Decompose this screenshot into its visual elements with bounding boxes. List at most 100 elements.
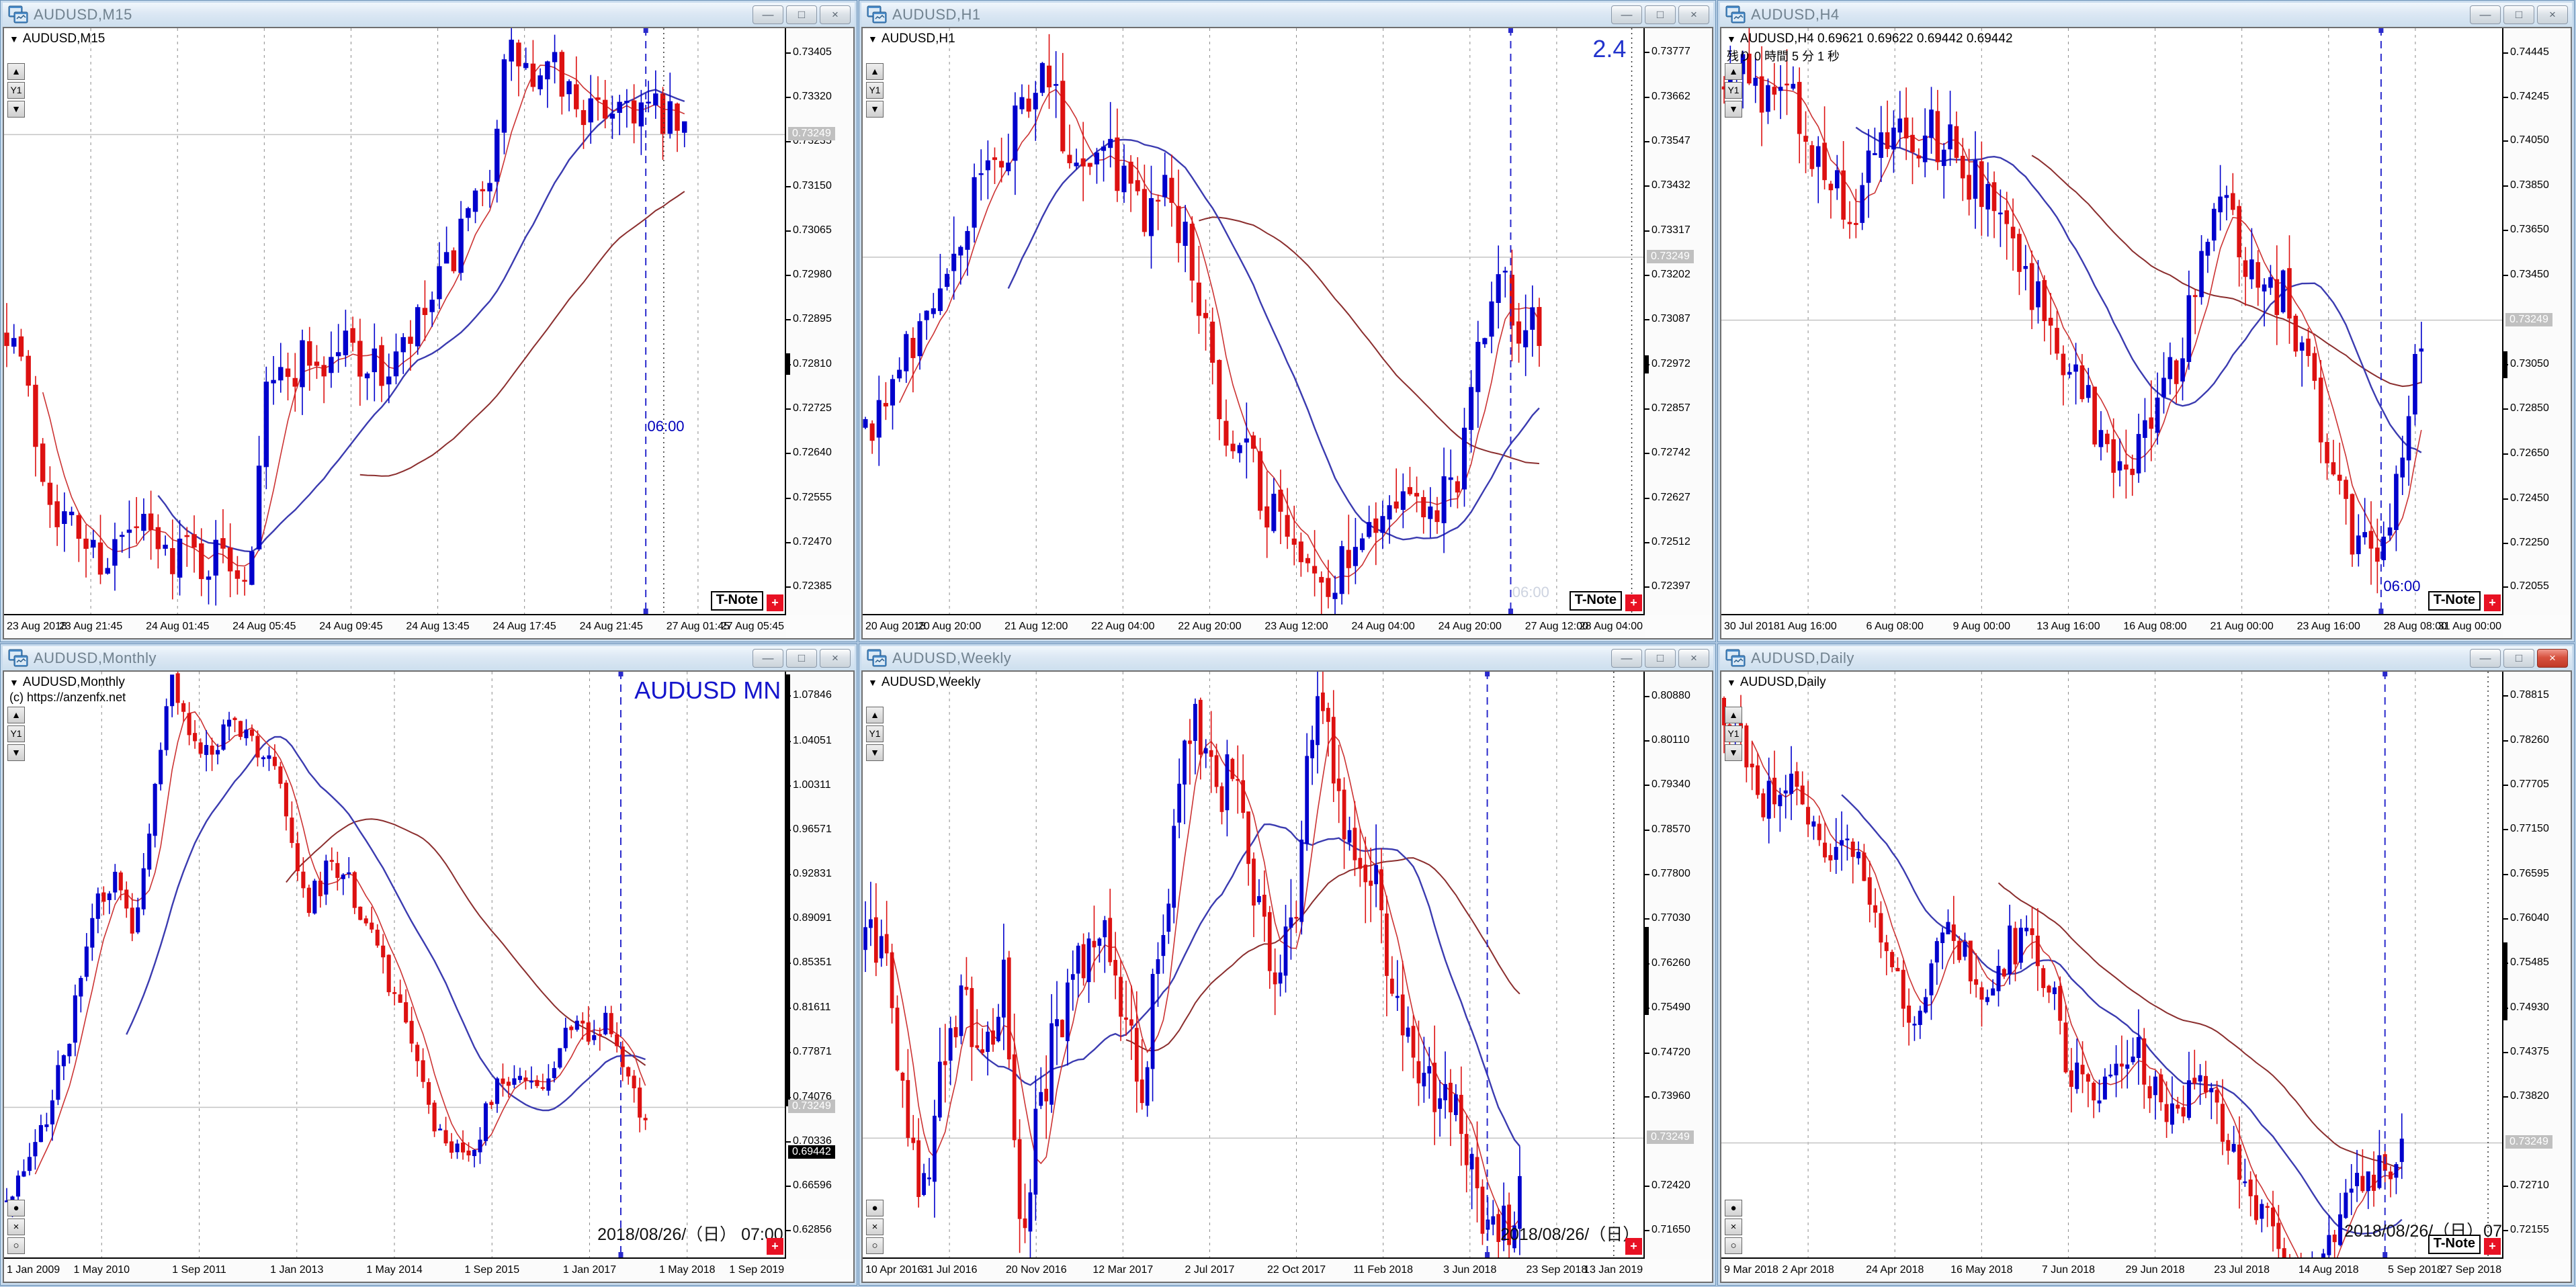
scale-button-0[interactable]: ▲ (7, 707, 25, 723)
scale-button-1[interactable]: Y1 (1725, 82, 1742, 99)
draw-button-0[interactable]: ● (7, 1200, 25, 1216)
price-axis[interactable]: 1.07846 1.04051 1.00311 0.96571 0.92831 0.890… (786, 672, 853, 1259)
chevron-down-icon[interactable]: ▼ (1727, 34, 1736, 44)
add-note-button[interactable]: + (1625, 594, 1642, 611)
price-axis-label: 0.73960 (1651, 1090, 1690, 1102)
scale-button-0[interactable]: ▲ (866, 707, 884, 723)
draw-button-2[interactable]: ○ (7, 1237, 25, 1254)
restore-button[interactable]: □ (1645, 5, 1676, 24)
chevron-down-icon[interactable]: ▼ (868, 677, 877, 688)
add-note-button[interactable]: + (1625, 1238, 1642, 1255)
minimize-button[interactable]: — (1611, 5, 1642, 24)
symbol-label[interactable]: ▼ AUDUSD,H1 (868, 32, 955, 46)
draw-button-1[interactable]: × (1725, 1218, 1742, 1235)
scale-button-1[interactable]: Y1 (866, 82, 884, 99)
price-axis[interactable]: 0.80880 0.80110 0.79340 0.78570 0.77800 0.770… (1645, 672, 1712, 1259)
window-titlebar[interactable]: AUDUSD,Daily — □ × (1720, 646, 2572, 670)
draw-button-1[interactable]: × (7, 1218, 25, 1235)
minimize-button[interactable]: — (753, 649, 783, 668)
draw-button-1[interactable]: × (866, 1218, 884, 1235)
chart-plot[interactable]: ▼ AUDUSD,Weekly ▲ Y1 ▼ ● × ○ +2018/08/26/（日） (863, 672, 1645, 1259)
scale-button-2[interactable]: ▼ (866, 101, 884, 118)
add-note-button[interactable]: + (767, 1238, 783, 1255)
time-axis[interactable]: 9 Mar 2018 2 Apr 2018 24 Apr 2018 16 May 20… (1721, 1260, 2503, 1282)
close-button[interactable]: × (820, 5, 851, 24)
chevron-down-icon[interactable]: ▼ (9, 677, 19, 688)
chart-plot[interactable]: ▼ AUDUSD,H1 ▲ Y1 ▼ T-Note +2.4 06:00 (863, 28, 1645, 615)
scale-button-1[interactable]: Y1 (7, 82, 25, 99)
scale-button-1[interactable]: Y1 (1725, 725, 1742, 742)
chevron-down-icon[interactable]: ▼ (868, 34, 877, 44)
t-note-object[interactable]: T-Note (2428, 591, 2481, 611)
chart-annotation: 2018/08/26/（日） (1500, 1225, 1640, 1244)
close-button[interactable]: × (1678, 5, 1709, 24)
scale-button-1[interactable]: Y1 (866, 725, 884, 742)
price-axis[interactable]: 0.73777 0.73662 0.73547 0.73432 0.73317 0.732… (1645, 28, 1712, 615)
price-axis[interactable]: 0.74445 0.74245 0.74050 0.73850 0.73650 0.734… (2503, 28, 2571, 615)
scale-button-2[interactable]: ▼ (1725, 744, 1742, 761)
time-axis[interactable]: 10 Apr 2016 31 Jul 2016 20 Nov 2016 12 Mar … (863, 1260, 1645, 1282)
window-titlebar[interactable]: AUDUSD,H4 — □ × (1720, 3, 2572, 27)
scale-button-0[interactable]: ▲ (7, 63, 25, 80)
restore-button[interactable]: □ (2503, 649, 2534, 668)
time-axis[interactable]: 20 Aug 2018 20 Aug 20:00 21 Aug 12:00 22 Au… (863, 617, 1645, 638)
chevron-down-icon[interactable]: ▼ (9, 34, 19, 44)
chart-plot[interactable]: ▼ AUDUSD,H4 0.69621 0.69622 0.69442 0.694… (1721, 28, 2503, 615)
scale-button-2[interactable]: ▼ (1725, 101, 1742, 118)
time-axis[interactable]: 23 Aug 2018 23 Aug 21:45 24 Aug 01:45 24 Au… (4, 617, 786, 638)
window-titlebar[interactable]: AUDUSD,Monthly — □ × (3, 646, 855, 670)
add-note-button[interactable]: + (767, 594, 783, 611)
minimize-button[interactable]: — (2470, 5, 2501, 24)
price-axis[interactable]: 0.73405 0.73320 0.73235 0.73150 0.73065 0.729… (786, 28, 853, 615)
close-button[interactable]: × (2537, 5, 2568, 24)
restore-button[interactable]: □ (786, 5, 817, 24)
window-titlebar[interactable]: AUDUSD,Weekly — □ × (861, 646, 1713, 670)
price-axis-label: 0.72055 (2510, 580, 2549, 592)
symbol-label[interactable]: ▼ AUDUSD,Weekly (868, 675, 980, 690)
restore-button[interactable]: □ (2503, 5, 2534, 24)
price-axis-label: 0.72155 (2510, 1224, 2549, 1236)
chart-plot[interactable]: ▼ AUDUSD,M15 ▲ Y1 ▼ T-Note +06:00 (4, 28, 786, 615)
symbol-label[interactable]: ▼ AUDUSD,H4 0.69621 0.69622 0.69442 0.694… (1727, 32, 2013, 46)
close-button[interactable]: × (1678, 649, 1709, 668)
symbol-label[interactable]: ▼ AUDUSD,Daily (1727, 675, 1826, 690)
chart-plot[interactable]: ▼ AUDUSD,Monthly (c) https://anzenfx.net … (4, 672, 786, 1259)
price-axis[interactable]: 0.78815 0.78260 0.77705 0.77150 0.76595 0.760… (2503, 672, 2571, 1259)
draw-button-0[interactable]: ● (866, 1200, 884, 1216)
window-titlebar[interactable]: AUDUSD,M15 — □ × (3, 3, 855, 27)
minimize-button[interactable]: — (753, 5, 783, 24)
add-note-button[interactable]: + (2484, 1238, 2501, 1255)
draw-button-2[interactable]: ○ (866, 1237, 884, 1254)
time-axis-label: 1 Sep 2015 (464, 1264, 520, 1276)
add-note-button[interactable]: + (2484, 594, 2501, 611)
time-axis[interactable]: 1 Jan 2009 1 May 2010 1 Sep 2011 1 Jan 2013… (4, 1260, 786, 1282)
price-axis-label: 0.73850 (2510, 179, 2549, 191)
scale-button-1[interactable]: Y1 (7, 725, 25, 742)
close-button[interactable]: × (2537, 649, 2568, 668)
t-note-object[interactable]: T-Note (2428, 1235, 2481, 1254)
symbol-label[interactable]: ▼ AUDUSD,Monthly (9, 675, 125, 690)
price-axis-label: 0.72555 (793, 491, 832, 503)
chart-plot[interactable]: ▼ AUDUSD,Daily ▲ Y1 ▼ ● × ○ T-Note +2018/08/26… (1721, 672, 2503, 1259)
scale-button-0[interactable]: ▲ (866, 63, 884, 80)
scale-button-0[interactable]: ▲ (1725, 63, 1742, 80)
scale-button-2[interactable]: ▼ (7, 101, 25, 118)
time-axis[interactable]: 30 Jul 2018 1 Aug 16:00 6 Aug 08:00 9 Aug 0… (1721, 617, 2503, 638)
t-note-object[interactable]: T-Note (710, 591, 763, 611)
t-note-object[interactable]: T-Note (1569, 591, 1622, 611)
restore-button[interactable]: □ (1645, 649, 1676, 668)
chevron-down-icon[interactable]: ▼ (1727, 677, 1736, 688)
scale-button-0[interactable]: ▲ (1725, 707, 1742, 723)
minimize-button[interactable]: — (1611, 649, 1642, 668)
minimize-button[interactable]: — (2470, 649, 2501, 668)
price-axis-label: 0.74930 (2510, 1001, 2549, 1013)
window-titlebar[interactable]: AUDUSD,H1 — □ × (861, 3, 1713, 27)
symbol-label[interactable]: ▼ AUDUSD,M15 (9, 32, 105, 46)
scale-button-2[interactable]: ▼ (7, 744, 25, 761)
price-axis-label: 0.73050 (2510, 357, 2549, 369)
draw-button-2[interactable]: ○ (1725, 1237, 1742, 1254)
close-button[interactable]: × (820, 649, 851, 668)
draw-button-0[interactable]: ● (1725, 1200, 1742, 1216)
restore-button[interactable]: □ (786, 649, 817, 668)
scale-button-2[interactable]: ▼ (866, 744, 884, 761)
